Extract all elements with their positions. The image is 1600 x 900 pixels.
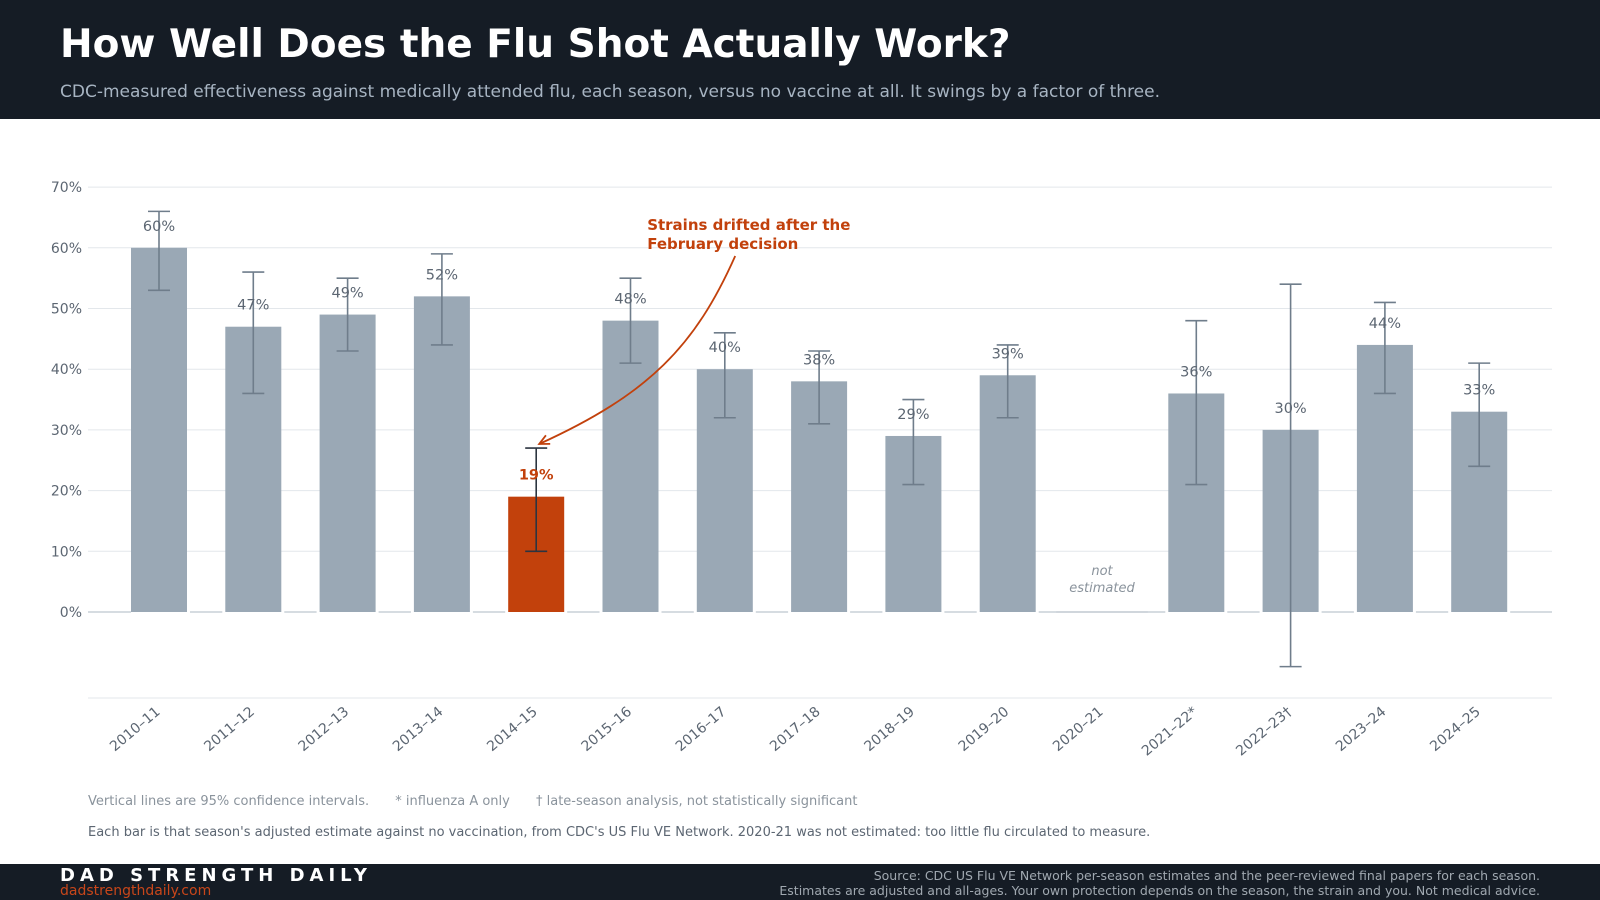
- brand-name: DAD STRENGTH DAILY: [60, 865, 372, 886]
- chart-legend-notes: Vertical lines are 95% confidence interv…: [88, 794, 879, 809]
- method-note: Each bar is that season's adjusted estim…: [88, 825, 1151, 840]
- x-tick-label: 2012–13: [296, 704, 353, 755]
- value-label: 39%: [992, 346, 1024, 362]
- y-tick-label: 10%: [51, 544, 82, 560]
- y-tick-label: 40%: [51, 362, 82, 378]
- value-label: 36%: [1180, 364, 1212, 380]
- page-title: How Well Does the Flu Shot Actually Work…: [60, 22, 1011, 67]
- x-tick-label: 2019–20: [956, 704, 1013, 755]
- annotation-arrow-line: [538, 255, 737, 445]
- footer-bar: DAD STRENGTH DAILY dadstrengthdaily.com …: [0, 864, 1600, 900]
- x-tick-label: 2023–24: [1333, 704, 1390, 755]
- site-link[interactable]: dadstrengthdaily.com: [60, 883, 212, 899]
- y-tick-label: 0%: [60, 605, 82, 621]
- y-tick-label: 70%: [51, 180, 82, 196]
- x-tick-label: 2011–12: [201, 704, 258, 755]
- value-label: 40%: [709, 340, 741, 356]
- not-estimated-label: not: [1091, 564, 1113, 579]
- bar-2010–11: [131, 247, 187, 613]
- x-tick-label: 2020–21: [1050, 704, 1107, 755]
- value-label: 60%: [143, 219, 175, 235]
- y-tick-label: 50%: [51, 302, 82, 318]
- value-label: 49%: [331, 286, 363, 302]
- value-label: 47%: [237, 298, 269, 314]
- value-label: 38%: [803, 352, 835, 368]
- page-subtitle: CDC-measured effectiveness against medic…: [60, 82, 1161, 102]
- value-label: 30%: [1274, 401, 1306, 417]
- source-line-2: Estimates are adjusted and all-ages. You…: [779, 883, 1540, 898]
- value-label: 19%: [519, 468, 554, 484]
- value-label: 33%: [1463, 383, 1495, 399]
- flu-vaccine-effectiveness-chart: 0% 10% 20% 30% 40% 50% 60% 70% 60% 2010–11 47% 2011…: [51, 180, 1552, 760]
- bar-2012–13: [319, 314, 376, 612]
- ci-note: Vertical lines are 95% confidence interv…: [88, 794, 370, 809]
- value-label: 52%: [426, 267, 458, 283]
- source-line-1: Source: CDC US Flu VE Network per-season…: [873, 868, 1540, 883]
- influenza-a-note: * influenza A only: [395, 794, 510, 809]
- x-tick-label: 2024–25: [1427, 704, 1484, 755]
- not-estimated-label: estimated: [1069, 581, 1135, 596]
- value-label: 44%: [1369, 316, 1401, 332]
- y-tick-label: 30%: [51, 423, 82, 439]
- x-tick-label: 2018–19: [861, 704, 918, 755]
- annotation-text: February decision: [647, 235, 798, 253]
- x-tick-label: 2010–11: [107, 704, 164, 755]
- x-tick-label: 2017–18: [767, 704, 824, 755]
- bar-2013–14: [413, 296, 470, 612]
- x-tick-label: 2013–14: [390, 704, 447, 755]
- x-tick-label: 2016–17: [673, 704, 730, 755]
- x-tick-label: 2014–15: [484, 704, 541, 755]
- value-label: 29%: [897, 407, 929, 423]
- x-tick-label: 2022–23†: [1233, 704, 1295, 760]
- y-tick-label: 60%: [51, 241, 82, 257]
- value-label: 48%: [614, 292, 646, 308]
- annotation-arrow-head: [537, 434, 551, 445]
- header-bar: How Well Does the Flu Shot Actually Work…: [0, 0, 1600, 119]
- x-tick-label: 2015–16: [578, 704, 635, 755]
- source-note: Source: CDC US Flu VE Network per-season…: [779, 868, 1540, 898]
- annotation-text: Strains drifted after the: [647, 216, 850, 234]
- x-tick-label: 2021–22*: [1139, 704, 1201, 760]
- bar-2015–16: [602, 320, 659, 612]
- y-tick-label: 20%: [51, 484, 82, 500]
- late-season-note: † late-season analysis, not statisticall…: [536, 794, 858, 809]
